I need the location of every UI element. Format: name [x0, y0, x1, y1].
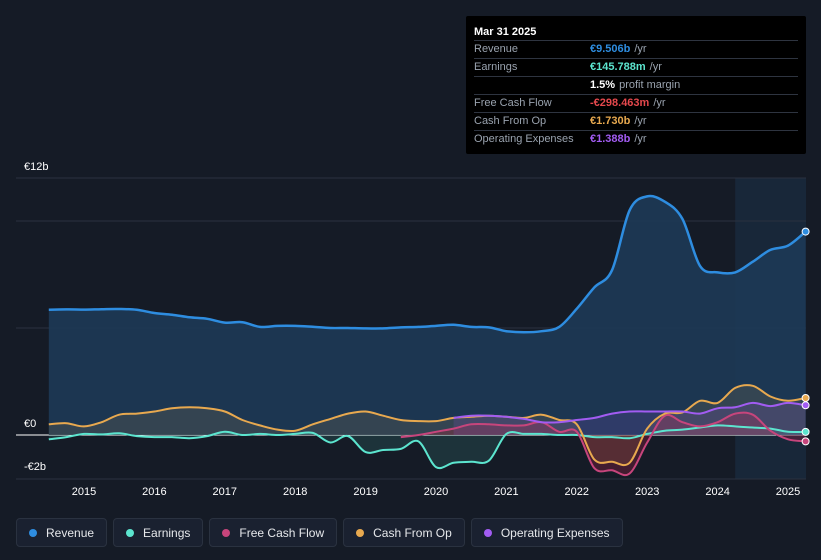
legend-item-free-cash-flow[interactable]: Free Cash Flow — [209, 518, 338, 547]
x-tick-label: 2023 — [635, 486, 659, 498]
earnings-line — [48, 424, 806, 470]
tooltip-row-label: Earnings — [474, 61, 518, 73]
legend-label: Operating Expenses — [500, 525, 610, 540]
cash-from-op-end-point — [801, 393, 810, 402]
tooltip-row-value: €9.506b — [590, 43, 631, 55]
legend-item-earnings[interactable]: Earnings — [113, 518, 204, 547]
revenue-end-point — [801, 227, 810, 236]
tooltip-row-label: Cash From Op — [474, 115, 547, 127]
tooltip-row: Operating Expenses €1.388b/yr — [474, 130, 798, 148]
tooltip-date: Mar 31 2025 — [474, 26, 537, 38]
x-tick-label: 2022 — [565, 486, 589, 498]
legend-item-operating-expenses[interactable]: Operating Expenses — [470, 518, 623, 547]
x-axis-tick-labels: 2015 2016 2017 2018 2019 2020 2021 2022 2023 2024… — [72, 486, 800, 498]
operating-expenses-line — [453, 401, 806, 424]
x-tick-label: 2020 — [424, 486, 448, 498]
financials-chart: €12b€0-€2b 2015 2016 2017 2018 2019 2020 2021 2… — [16, 161, 810, 498]
x-tick-label: 2018 — [283, 486, 307, 498]
y-tick-label: €12b — [24, 161, 48, 173]
x-tick-label: 2021 — [494, 486, 518, 498]
chart-legend: Revenue Earnings Free Cash Flow Cash From O… — [16, 518, 623, 547]
earnings-area — [48, 425, 806, 469]
legend-dot-icon — [126, 528, 135, 537]
revenue-line — [48, 194, 807, 334]
tooltip-row-value: -€298.463m — [590, 97, 650, 109]
tooltip-row: Earnings €145.788m/yr — [474, 58, 798, 76]
cash-from-op-line — [48, 384, 806, 467]
tooltip-row-unit: /yr — [634, 133, 647, 145]
tooltip-row-label: Free Cash Flow — [474, 97, 552, 109]
tooltip-row-value: €1.388b — [590, 133, 631, 145]
operating-expenses-area — [453, 402, 806, 435]
x-tick-label: 2019 — [353, 486, 377, 498]
x-tick-label: 2024 — [705, 486, 729, 498]
legend-dot-icon — [29, 528, 37, 537]
data-tooltip: Mar 31 2025 Revenue €9.506b/yr Earnings €14… — [466, 16, 806, 154]
legend-label: Free Cash Flow — [239, 525, 325, 540]
legend-item-revenue[interactable]: Revenue — [16, 518, 108, 547]
legend-dot-icon — [356, 528, 365, 537]
tooltip-row-label: Revenue — [474, 43, 519, 55]
earnings-end-point — [801, 427, 810, 436]
legend-dot-icon — [222, 528, 231, 537]
tooltip-row: 1.5% profit margin — [474, 76, 798, 94]
x-tick-label: 2015 — [72, 486, 96, 498]
free-cash-flow-end-point — [801, 437, 810, 446]
tooltip-rows: Revenue €9.506b/yr Earnings €145.788m/yr 1.5… — [474, 40, 798, 148]
tooltip-row-unit: /yr — [649, 61, 662, 73]
y-axis-tick-labels: €12b €0 -€2b — [24, 161, 48, 473]
tooltip-row: Cash From Op €1.730b/yr — [474, 112, 798, 130]
tooltip-row-label — [474, 77, 590, 94]
series-areas — [48, 196, 806, 476]
tooltip-row-value: 1.5% — [590, 79, 616, 91]
revenue-area — [48, 196, 806, 435]
tooltip-row-value: €1.730b — [590, 115, 631, 127]
tooltip-row: Free Cash Flow -€298.463m/yr — [474, 94, 798, 112]
x-tick-label: 2016 — [142, 486, 166, 498]
tooltip-row-unit: /yr — [634, 43, 647, 55]
free-cash-flow-line — [400, 411, 806, 477]
free-cash-flow-area — [400, 412, 806, 476]
tooltip-row-label: Operating Expenses — [474, 133, 574, 145]
cash-from-op-area — [48, 385, 806, 466]
y-tick-label: -€2b — [24, 461, 46, 473]
tooltip-row-unit: /yr — [634, 115, 647, 127]
tooltip-row-unit: /yr — [653, 97, 666, 109]
legend-dot-icon — [483, 528, 492, 537]
legend-label: Cash From Op — [373, 525, 452, 540]
tooltip-row-unit: profit margin — [619, 79, 681, 91]
series-end-markers — [801, 227, 810, 446]
tooltip-row-value: €145.788m — [590, 61, 646, 73]
x-tick-label: 2025 — [776, 486, 800, 498]
tooltip-row: Revenue €9.506b/yr — [474, 40, 798, 58]
y-tick-label: €0 — [24, 418, 36, 430]
series-lines — [48, 194, 807, 477]
legend-label: Revenue — [46, 525, 95, 540]
legend-label: Earnings — [143, 525, 191, 540]
x-tick-label: 2017 — [213, 486, 237, 498]
legend-item-cash-from-op[interactable]: Cash From Op — [343, 518, 465, 547]
operating-expenses-end-point — [801, 401, 810, 410]
